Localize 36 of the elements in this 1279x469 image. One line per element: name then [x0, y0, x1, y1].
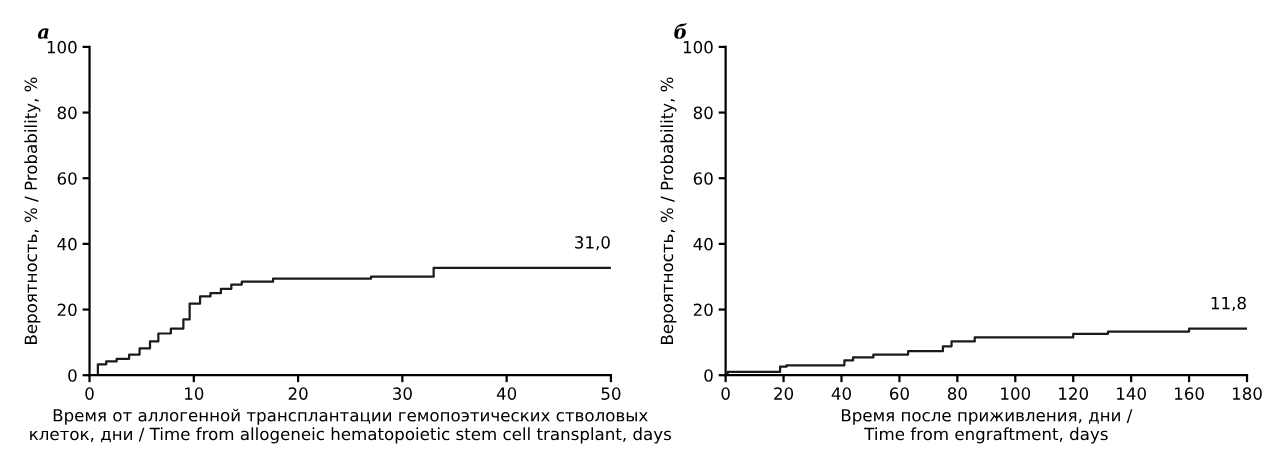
y-tick-label: 40 — [693, 237, 713, 251]
annotation: 31,0 — [575, 236, 610, 251]
y-tick-label: 40 — [57, 237, 77, 251]
y-tick-label: 60 — [57, 172, 77, 185]
x-tick-label: 0 — [721, 387, 730, 400]
x-tick-label: 180 — [1232, 387, 1262, 400]
y-tick-label: 60 — [693, 172, 713, 185]
x-tick-label: 10 — [185, 387, 204, 400]
x-tick-label: 50 — [601, 387, 621, 400]
y-tick-label: 20 — [57, 303, 77, 317]
y-axis-title: Вероятность, % / Probability, % — [660, 77, 677, 344]
x-tick-label: 20 — [288, 387, 308, 400]
x-tick-label: 40 — [496, 387, 517, 400]
x-tick-label: 20 — [774, 387, 794, 400]
x-tick-label: 40 — [831, 387, 851, 400]
y-tick-label: 20 — [693, 303, 713, 317]
y-tick-label: 100 — [47, 40, 77, 54]
x-axis-title: Время после приживления, дни / Time from engraftment, days — [841, 409, 1133, 444]
x-tick-label: 80 — [947, 387, 967, 400]
x-axis-title: Время от аллогенной трансплантации гемопоэтических стволовых клеток, дни / Time from allogeneic hematopoietic stem cell transplant, days — [30, 408, 671, 444]
x-tick-label: 120 — [1059, 387, 1089, 400]
x-tick-label: 0 — [85, 387, 94, 400]
y-tick-label: 0 — [68, 369, 77, 382]
x-tick-label: 160 — [1175, 387, 1204, 400]
x-tick-label: 30 — [393, 387, 412, 400]
x-tick-label: 140 — [1117, 387, 1146, 400]
x-tick-label: 100 — [1001, 387, 1031, 400]
x-tick-label: 60 — [889, 387, 909, 400]
y-axis-title: Вероятность, % / Probability, % — [24, 77, 41, 344]
y-tick-label: 0 — [704, 369, 713, 382]
annotation: 11,8 — [1211, 296, 1246, 312]
chart-title: б — [674, 23, 687, 39]
y-tick-label: 80 — [57, 106, 77, 120]
y-tick-label: 100 — [683, 40, 713, 54]
y-tick-label: 80 — [693, 106, 713, 120]
chart-title: а — [37, 28, 49, 39]
